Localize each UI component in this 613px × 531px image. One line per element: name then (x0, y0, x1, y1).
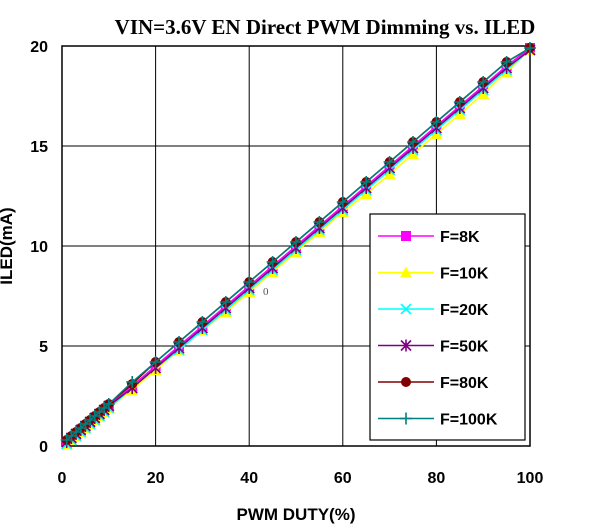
legend-label: F=80K (440, 375, 489, 392)
data-point (477, 76, 490, 88)
y-tick-label: 20 (30, 39, 48, 56)
data-point (360, 176, 373, 188)
legend-marker (401, 377, 411, 387)
legend-item: F=8K (378, 229, 480, 246)
x-tick-label: 0 (58, 470, 67, 487)
data-point (102, 398, 115, 410)
legend-marker (400, 303, 412, 315)
data-point (524, 42, 536, 54)
data-point (336, 196, 349, 208)
legend: F=8K F=10K F=20K F=50K F=80K F=100K (369, 213, 526, 441)
y-tick-label: 15 (30, 139, 48, 156)
legend-label: F=50K (440, 339, 489, 356)
data-point (173, 336, 185, 348)
data-point (313, 216, 326, 228)
legend-label: F=10K (440, 266, 489, 283)
legend-label: F=8K (440, 229, 480, 246)
legend-item: F=100K (378, 412, 498, 429)
data-point (430, 116, 443, 128)
legend-marker (400, 412, 412, 425)
x-tick-label: 60 (334, 470, 352, 487)
y-tick-label: 5 (39, 339, 48, 356)
data-point (500, 56, 513, 68)
data-point (219, 296, 232, 308)
data-point (453, 96, 466, 108)
y-axis-label: ILED(mA) (0, 207, 16, 284)
legend-box (369, 213, 526, 441)
y-tick-labels: 0 5 10 15 20 (30, 39, 48, 456)
data-point (243, 276, 256, 288)
legend-marker (400, 266, 412, 278)
data-point (407, 136, 419, 148)
data-point (290, 236, 302, 248)
legend-marker (401, 231, 411, 241)
legend-marker (400, 339, 412, 352)
legend-label: F=20K (440, 302, 489, 319)
legend-item: F=50K (378, 339, 489, 356)
data-point (383, 156, 396, 168)
x-tick-label: 100 (517, 470, 544, 487)
x-tick-label: 80 (428, 470, 446, 487)
data-point (266, 256, 279, 268)
data-point (126, 376, 139, 388)
x-tick-labels: 0 20 40 60 80 100 (58, 470, 544, 487)
y-tick-label: 0 (39, 439, 48, 456)
series-f-100k (60, 42, 536, 446)
data-point (149, 356, 162, 368)
legend-item: F=20K (378, 302, 489, 319)
chart-title: VIN=3.6V EN Direct PWM Dimming vs. ILED (115, 15, 536, 39)
x-axis-label: PWM DUTY(%) (237, 505, 356, 524)
legend-label: F=100K (440, 412, 498, 429)
legend-item: F=10K (378, 266, 489, 283)
series-line (66, 47, 531, 441)
x-tick-label: 40 (240, 470, 258, 487)
x-tick-label: 20 (147, 470, 165, 487)
y-tick-label: 10 (30, 239, 48, 256)
legend-item: F=80K (378, 375, 489, 392)
stray-label: 0 (263, 286, 269, 298)
data-point (196, 316, 209, 328)
plot-area (61, 45, 531, 447)
series-group (60, 42, 536, 450)
